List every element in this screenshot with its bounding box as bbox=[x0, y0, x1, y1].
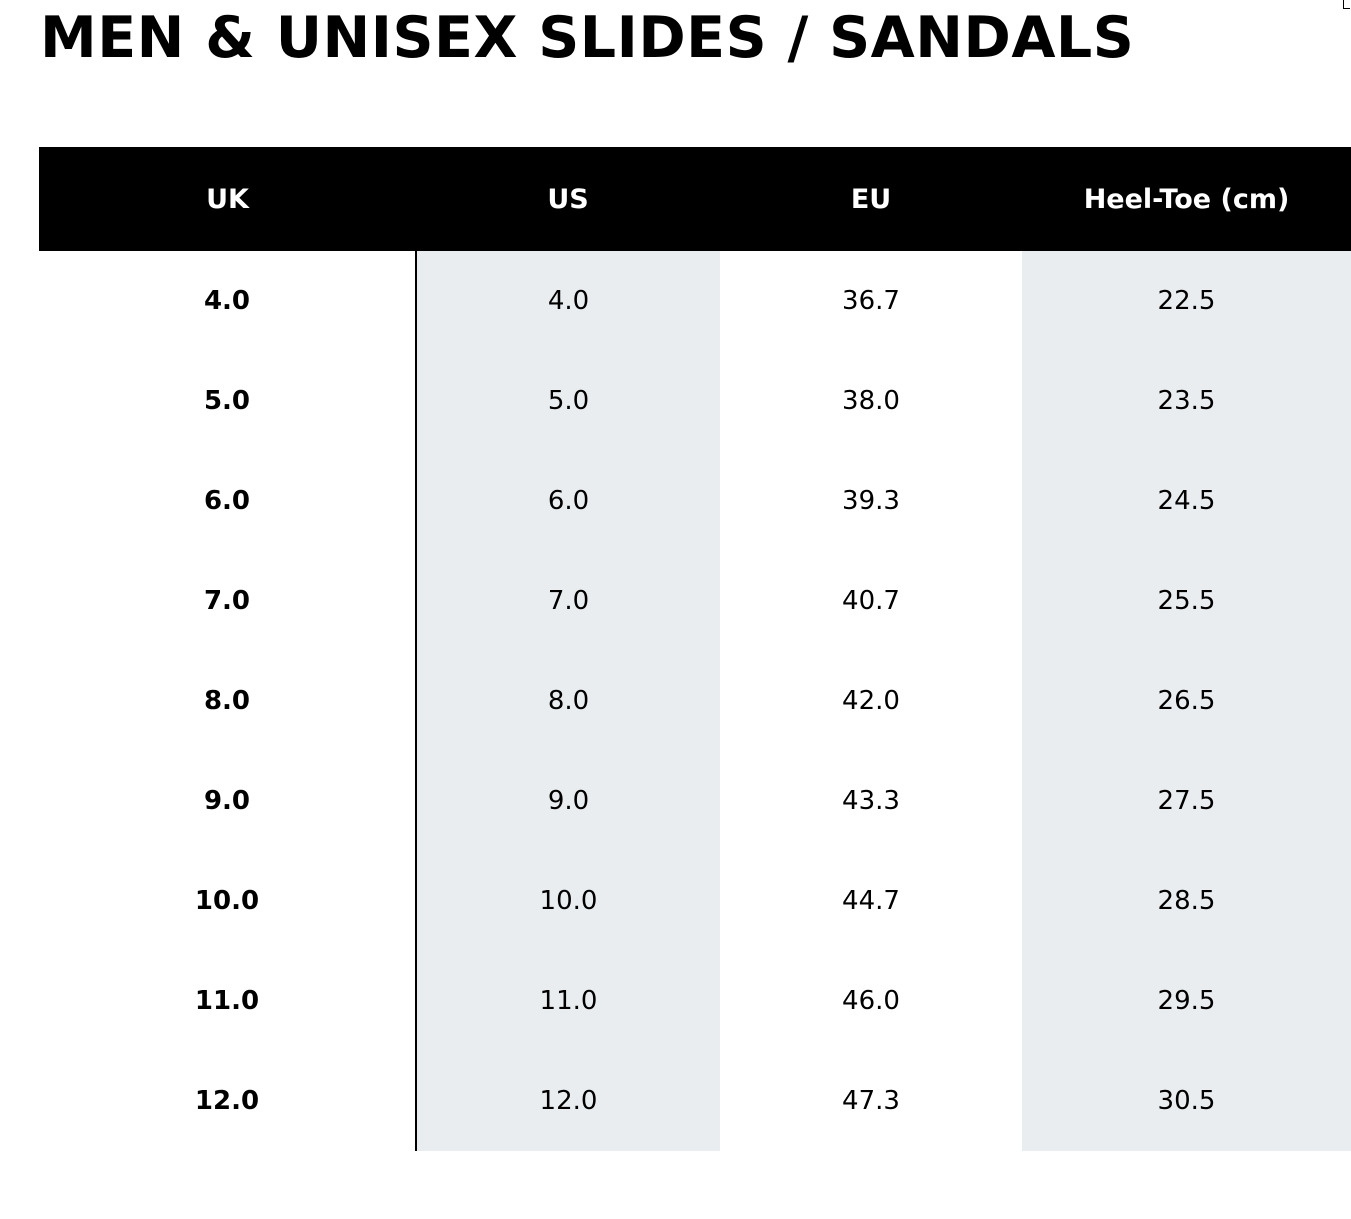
cell-uk: 10.0 bbox=[39, 851, 417, 951]
cell-eu: 40.7 bbox=[842, 586, 900, 616]
cell-uk: 9.0 bbox=[39, 751, 417, 851]
table-row: 12.0 12.0 47.3 30.5 bbox=[39, 1051, 1351, 1151]
cell-heel-toe: 25.5 bbox=[1022, 551, 1351, 651]
cell-us: 9.0 bbox=[416, 751, 720, 851]
header-heel-toe: Heel-Toe (cm) bbox=[1022, 147, 1351, 251]
table-row: 6.0 6.0 39.3 24.5 bbox=[39, 451, 1351, 551]
cell-heel-toe: 23.5 bbox=[1022, 351, 1351, 451]
cell-heel-toe: 26.5 bbox=[1022, 651, 1351, 751]
cell-heel-toe: 29.5 bbox=[1022, 951, 1351, 1051]
cell-uk: 11.0 bbox=[39, 951, 417, 1051]
cell-uk: 5.0 bbox=[39, 351, 417, 451]
cell-eu: 46.0 bbox=[842, 986, 900, 1016]
cell-uk: 6.0 bbox=[39, 451, 417, 551]
table-body: 4.0 4.0 36.7 22.5 5.0 5.0 38.0 23.5 6.0 … bbox=[39, 251, 1351, 1151]
table-row: 8.0 8.0 42.0 26.5 bbox=[39, 651, 1351, 751]
table-header: UK US EU Heel-Toe (cm) bbox=[39, 147, 1351, 251]
table-row: 10.0 10.0 44.7 28.5 bbox=[39, 851, 1351, 951]
cell-eu: 47.3 bbox=[842, 1086, 900, 1116]
cell-us: 10.0 bbox=[416, 851, 720, 951]
header-eu: EU bbox=[720, 147, 1022, 251]
table-row: 7.0 7.0 40.7 25.5 bbox=[39, 551, 1351, 651]
cell-heel-toe: 27.5 bbox=[1022, 751, 1351, 851]
cell-us: 8.0 bbox=[416, 651, 720, 751]
table-row: 9.0 9.0 43.3 27.5 bbox=[39, 751, 1351, 851]
header-row: UK US EU Heel-Toe (cm) bbox=[39, 147, 1351, 251]
cell-uk: 4.0 bbox=[39, 251, 417, 351]
page-title: MEN & UNISEX SLIDES / SANDALS bbox=[40, 5, 1135, 71]
cell-us: 7.0 bbox=[416, 551, 720, 651]
table-row: 11.0 11.0 46.0 29.5 bbox=[39, 951, 1351, 1051]
table-row: 5.0 5.0 38.0 23.5 bbox=[39, 351, 1351, 451]
cell-heel-toe: 28.5 bbox=[1022, 851, 1351, 951]
cell-uk: 7.0 bbox=[39, 551, 417, 651]
cell-heel-toe: 22.5 bbox=[1022, 251, 1351, 351]
cell-us: 12.0 bbox=[416, 1051, 720, 1151]
header-us: US bbox=[416, 147, 720, 251]
cell-eu: 43.3 bbox=[842, 786, 900, 816]
size-chart-table: UK US EU Heel-Toe (cm) 4.0 4.0 36.7 22.5… bbox=[39, 147, 1351, 1151]
cell-us: 4.0 bbox=[416, 251, 720, 351]
corner-mark bbox=[1343, 0, 1350, 9]
cell-us: 5.0 bbox=[416, 351, 720, 451]
cell-heel-toe: 30.5 bbox=[1022, 1051, 1351, 1151]
cell-eu: 38.0 bbox=[842, 386, 900, 416]
cell-eu: 36.7 bbox=[842, 286, 900, 316]
cell-us: 6.0 bbox=[416, 451, 720, 551]
cell-uk: 12.0 bbox=[39, 1051, 417, 1151]
cell-eu: 42.0 bbox=[842, 686, 900, 716]
cell-uk: 8.0 bbox=[39, 651, 417, 751]
header-uk: UK bbox=[39, 147, 416, 251]
cell-eu: 44.7 bbox=[842, 886, 900, 916]
table-row: 4.0 4.0 36.7 22.5 bbox=[39, 251, 1351, 351]
cell-eu: 39.3 bbox=[842, 486, 900, 516]
cell-us: 11.0 bbox=[416, 951, 720, 1051]
cell-heel-toe: 24.5 bbox=[1022, 451, 1351, 551]
